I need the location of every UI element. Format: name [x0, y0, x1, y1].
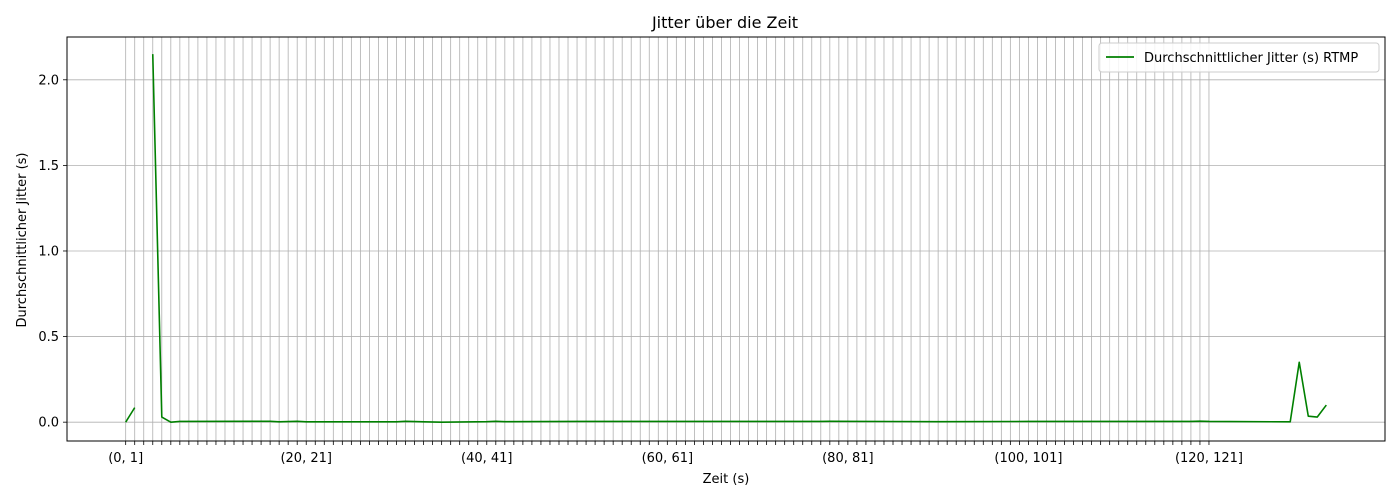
x-axis-label: Zeit (s) [703, 472, 750, 487]
x-tick-label: (0, 1] [108, 451, 143, 466]
y-tick-label: 0.0 [38, 416, 59, 431]
y-axis-label: Durchschnittlicher Jitter (s) [15, 152, 30, 327]
y-tick-label: 1.5 [38, 159, 59, 174]
legend-label: Durchschnittlicher Jitter (s) RTMP [1144, 51, 1358, 66]
x-tick-label: (80, 81] [822, 451, 874, 466]
x-tick-label: (100, 101] [994, 451, 1062, 466]
series-line-rtmp [125, 407, 136, 423]
x-tick-label: (20, 21] [280, 451, 332, 466]
x-axis: (0, 1] (20, 21] (40, 41] (60, 61] (80, 81] (1… [108, 441, 1243, 466]
series-line-rtmp [151, 54, 1327, 423]
legend: Durchschnittlicher Jitter (s) RTMP [1098, 42, 1380, 73]
x-tick-label: (60, 61] [642, 451, 694, 466]
grid [67, 37, 1385, 441]
y-axis: 0.0 0.5 1.0 1.5 2.0 [38, 73, 67, 431]
y-tick-label: 0.5 [38, 330, 59, 345]
y-tick-label: 2.0 [38, 73, 59, 88]
chart-title: Jitter über die Zeit [651, 13, 798, 32]
x-tick-label: (40, 41] [461, 451, 513, 466]
y-tick-label: 1.0 [38, 244, 59, 259]
series-layer [125, 54, 1327, 423]
legend-box [1098, 42, 1380, 73]
x-tick-label: (120, 121] [1175, 451, 1243, 466]
plot-area-frame [66, 36, 1386, 442]
